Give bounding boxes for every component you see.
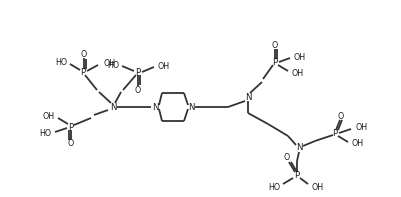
Text: O: O [338, 112, 344, 121]
Text: N: N [296, 143, 302, 152]
Text: OH: OH [311, 182, 323, 191]
Text: OH: OH [292, 69, 304, 77]
Text: O: O [81, 49, 87, 59]
Text: P: P [332, 128, 338, 138]
Text: P: P [69, 123, 73, 132]
Text: HO: HO [268, 182, 280, 191]
Text: OH: OH [355, 124, 367, 133]
Text: HO: HO [39, 128, 51, 138]
Text: N: N [188, 102, 194, 112]
Text: OH: OH [352, 139, 364, 149]
Text: N: N [152, 102, 158, 112]
Text: P: P [81, 68, 85, 76]
Text: O: O [68, 139, 74, 149]
Text: N: N [110, 102, 116, 112]
Text: N: N [245, 93, 251, 101]
Text: HO: HO [107, 60, 119, 70]
Text: P: P [294, 170, 300, 179]
Text: P: P [136, 68, 141, 76]
Text: OH: OH [158, 61, 170, 71]
Text: P: P [272, 58, 277, 67]
Text: O: O [284, 153, 290, 163]
Text: O: O [272, 41, 278, 49]
Text: O: O [135, 85, 141, 95]
Text: OH: OH [43, 112, 55, 121]
Text: OH: OH [294, 52, 306, 61]
Text: HO: HO [55, 58, 67, 67]
Text: OH: OH [103, 59, 115, 68]
